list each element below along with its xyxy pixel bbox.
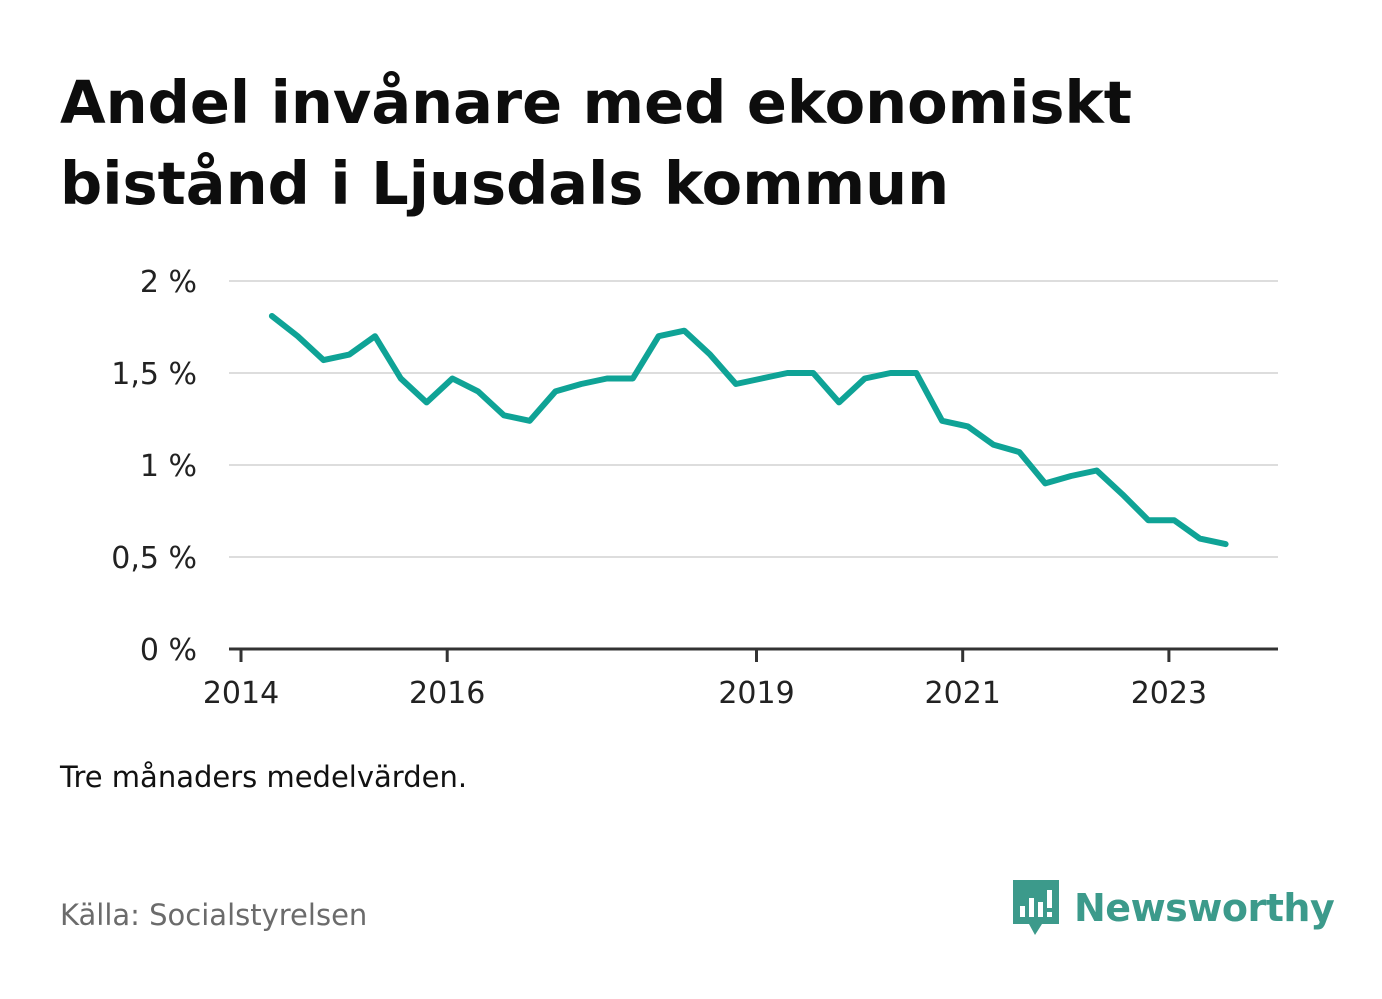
- series-layer: [268, 313, 1229, 548]
- x-axis-tick-labels: 2014 2016 2019 2021 2023: [203, 676, 1207, 711]
- y-tick-label: 2 %: [140, 265, 197, 300]
- x-tick-label: 2023: [1131, 676, 1207, 711]
- newsworthy-logo: Newsworthy: [1010, 876, 1335, 940]
- y-axis-tick-labels: 0 % 0,5 % 1 % 1,5 % 2 %: [111, 265, 197, 668]
- chart-title-line-2: bistånd i Ljusdals kommun: [60, 149, 950, 218]
- y-tick-label: 0 %: [140, 633, 197, 668]
- line-chart: 0 % 0,5 % 1 % 1,5 % 2 % 2014 2016 2019 2021 2023: [111, 265, 1278, 711]
- grid-lines: [229, 280, 1278, 558]
- x-axis: [229, 647, 1278, 662]
- source-credit: Källa: Socialstyrelsen: [60, 898, 368, 932]
- chart-title: Andel invånare med ekonomiskt bistånd i …: [60, 62, 1320, 224]
- brand-name: Newsworthy: [1074, 886, 1335, 930]
- y-tick-label: 0,5 %: [111, 541, 197, 576]
- x-tick-label: 2014: [203, 676, 279, 711]
- y-tick-label: 1,5 %: [111, 357, 197, 392]
- chart-note: Tre månaders medelvärden.: [60, 760, 468, 794]
- x-tick-label: 2019: [718, 676, 794, 711]
- series-line: [268, 313, 1229, 548]
- x-tick-label: 2021: [925, 676, 1001, 711]
- bar-chart-speech-bubble-icon: [1013, 880, 1059, 935]
- x-tick-label: 2016: [409, 676, 485, 711]
- chart-title-line-1: Andel invånare med ekonomiskt: [60, 68, 1132, 137]
- y-tick-label: 1 %: [140, 449, 197, 484]
